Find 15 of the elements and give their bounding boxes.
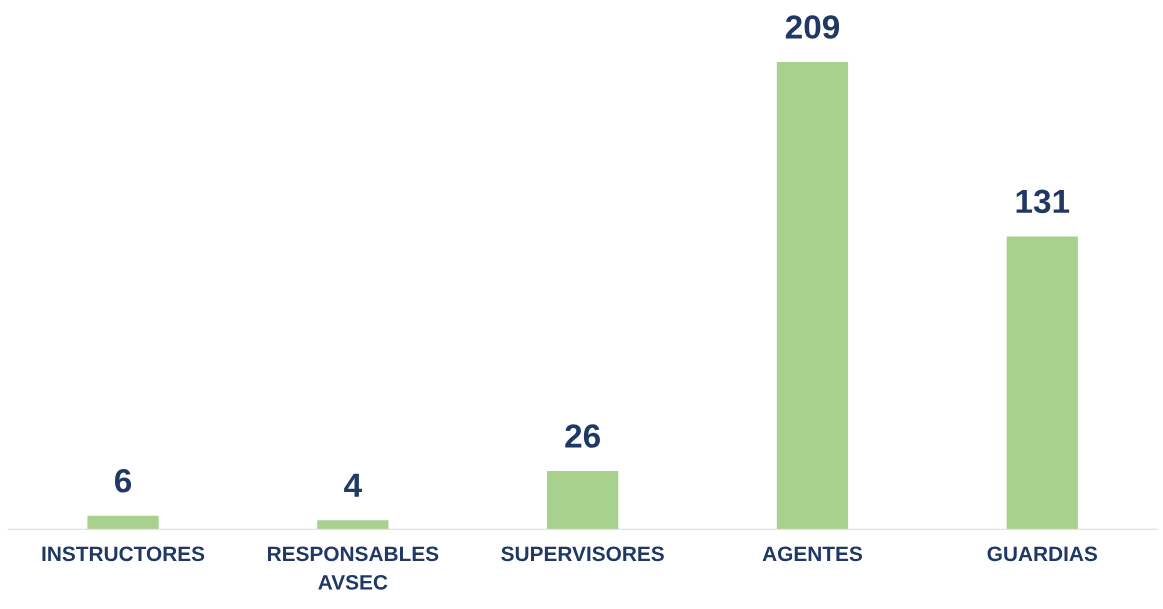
x-tick-label: GUARDIAS [987, 546, 1098, 562]
data-label: 6 [115, 468, 132, 493]
bar [317, 520, 389, 530]
bar [1006, 236, 1078, 530]
data-label: 209 [785, 15, 840, 39]
data-label: 26 [565, 424, 600, 448]
x-tick-label: RESPONSABLES AVSEC [268, 546, 439, 590]
data-label: 4 [344, 473, 362, 497]
bar [776, 62, 849, 530]
x-tick-label: AGENTES [762, 546, 863, 562]
x-tick-label: SUPERVISORES [501, 546, 664, 562]
data-label: 131 [1016, 189, 1070, 214]
bar [547, 471, 619, 530]
bar [87, 515, 159, 530]
x-tick-label: INSTRUCTORES [42, 546, 205, 562]
